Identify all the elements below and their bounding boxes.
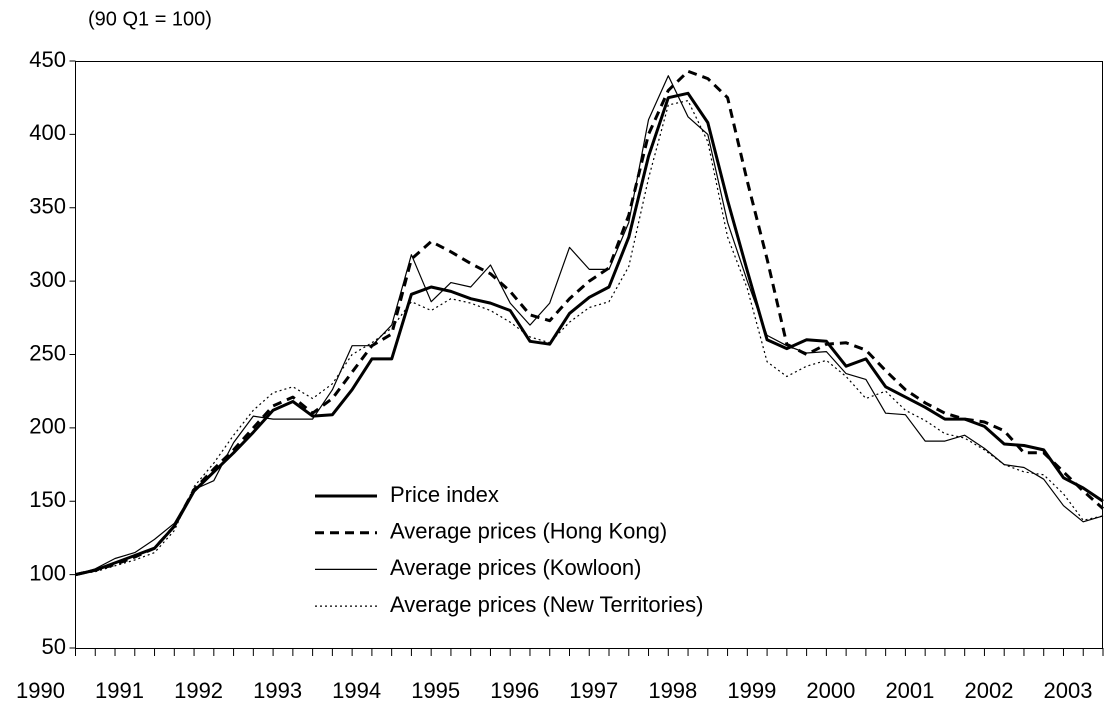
series-line: [75, 99, 1104, 576]
legend-label: Price index: [390, 482, 499, 507]
series-line: [75, 91, 1104, 577]
x-tick-label: 1992: [174, 678, 223, 703]
y-tick-label: 350: [29, 194, 66, 219]
x-tick-label: 1991: [95, 678, 144, 703]
series-line: [75, 69, 1104, 577]
y-tick-label: 450: [29, 47, 66, 72]
y-tick-label: 300: [29, 267, 66, 292]
legend-label: Average prices (New Territories): [390, 592, 703, 617]
y-tick-label: 50: [42, 634, 66, 659]
x-tick-label: 1996: [490, 678, 539, 703]
x-tick-label: 1997: [569, 678, 618, 703]
chart-subtitle: (90 Q1 = 100): [88, 8, 212, 30]
x-tick-label: 1999: [727, 678, 776, 703]
x-tick-label: 2002: [964, 678, 1013, 703]
y-tick-label: 150: [29, 487, 66, 512]
y-tick-label: 400: [29, 120, 66, 145]
y-tick-label: 250: [29, 340, 66, 365]
x-tick-label: 1990: [16, 678, 65, 703]
legend-label: Average prices (Hong Kong): [390, 519, 667, 544]
x-tick-label: 1993: [253, 678, 302, 703]
x-tick-label: 2000: [806, 678, 855, 703]
x-tick-label: 2003: [1044, 678, 1093, 703]
x-tick-label: 1995: [411, 678, 460, 703]
x-tick-label: 1998: [648, 678, 697, 703]
x-tick-label: 1994: [332, 678, 381, 703]
legend-label: Average prices (Kowloon): [390, 555, 642, 580]
y-tick-label: 100: [29, 560, 66, 585]
y-tick-label: 200: [29, 414, 66, 439]
series-line: [75, 75, 1104, 576]
x-tick-label: 2001: [885, 678, 934, 703]
